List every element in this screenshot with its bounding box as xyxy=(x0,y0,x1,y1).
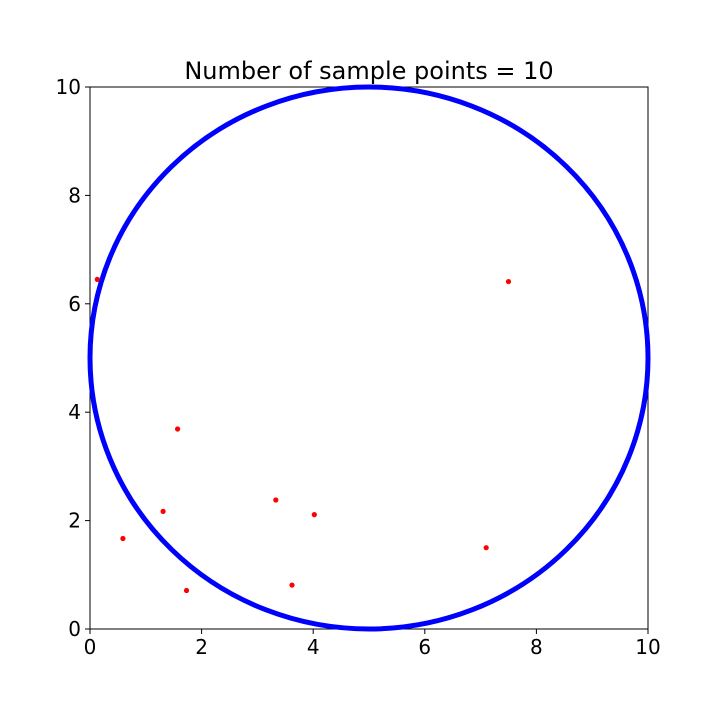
x-tick-label: 6 xyxy=(418,635,431,659)
sample-point xyxy=(183,587,190,594)
x-tick-label: 0 xyxy=(84,635,97,659)
y-tick-label: 4 xyxy=(68,400,81,424)
sample-point xyxy=(120,535,126,542)
y-tick-label: 0 xyxy=(68,617,81,641)
y-tick-label: 8 xyxy=(68,183,81,207)
sample-point xyxy=(273,497,279,503)
sample-point xyxy=(505,278,512,285)
sample-point xyxy=(160,508,166,514)
chart-title: Number of sample points = 10 xyxy=(184,57,553,85)
x-tick-label: 4 xyxy=(307,635,320,659)
x-tick-label: 8 xyxy=(530,635,543,659)
sample-point xyxy=(483,545,489,551)
sample-point xyxy=(311,512,317,518)
x-tick-label: 10 xyxy=(635,635,660,659)
sample-point xyxy=(94,276,100,283)
plot-area: 0 2 4 6 8 10 0 2 4 6 8 10 xyxy=(56,75,661,659)
sample-point xyxy=(175,426,181,432)
y-tick-label: 10 xyxy=(56,75,81,99)
circle-boundary xyxy=(87,84,651,632)
plot-frame xyxy=(89,86,649,630)
y-tick-label: 2 xyxy=(68,509,81,533)
sample-point xyxy=(289,582,295,588)
x-tick-label: 2 xyxy=(195,635,208,659)
y-tick-label: 6 xyxy=(68,292,81,316)
